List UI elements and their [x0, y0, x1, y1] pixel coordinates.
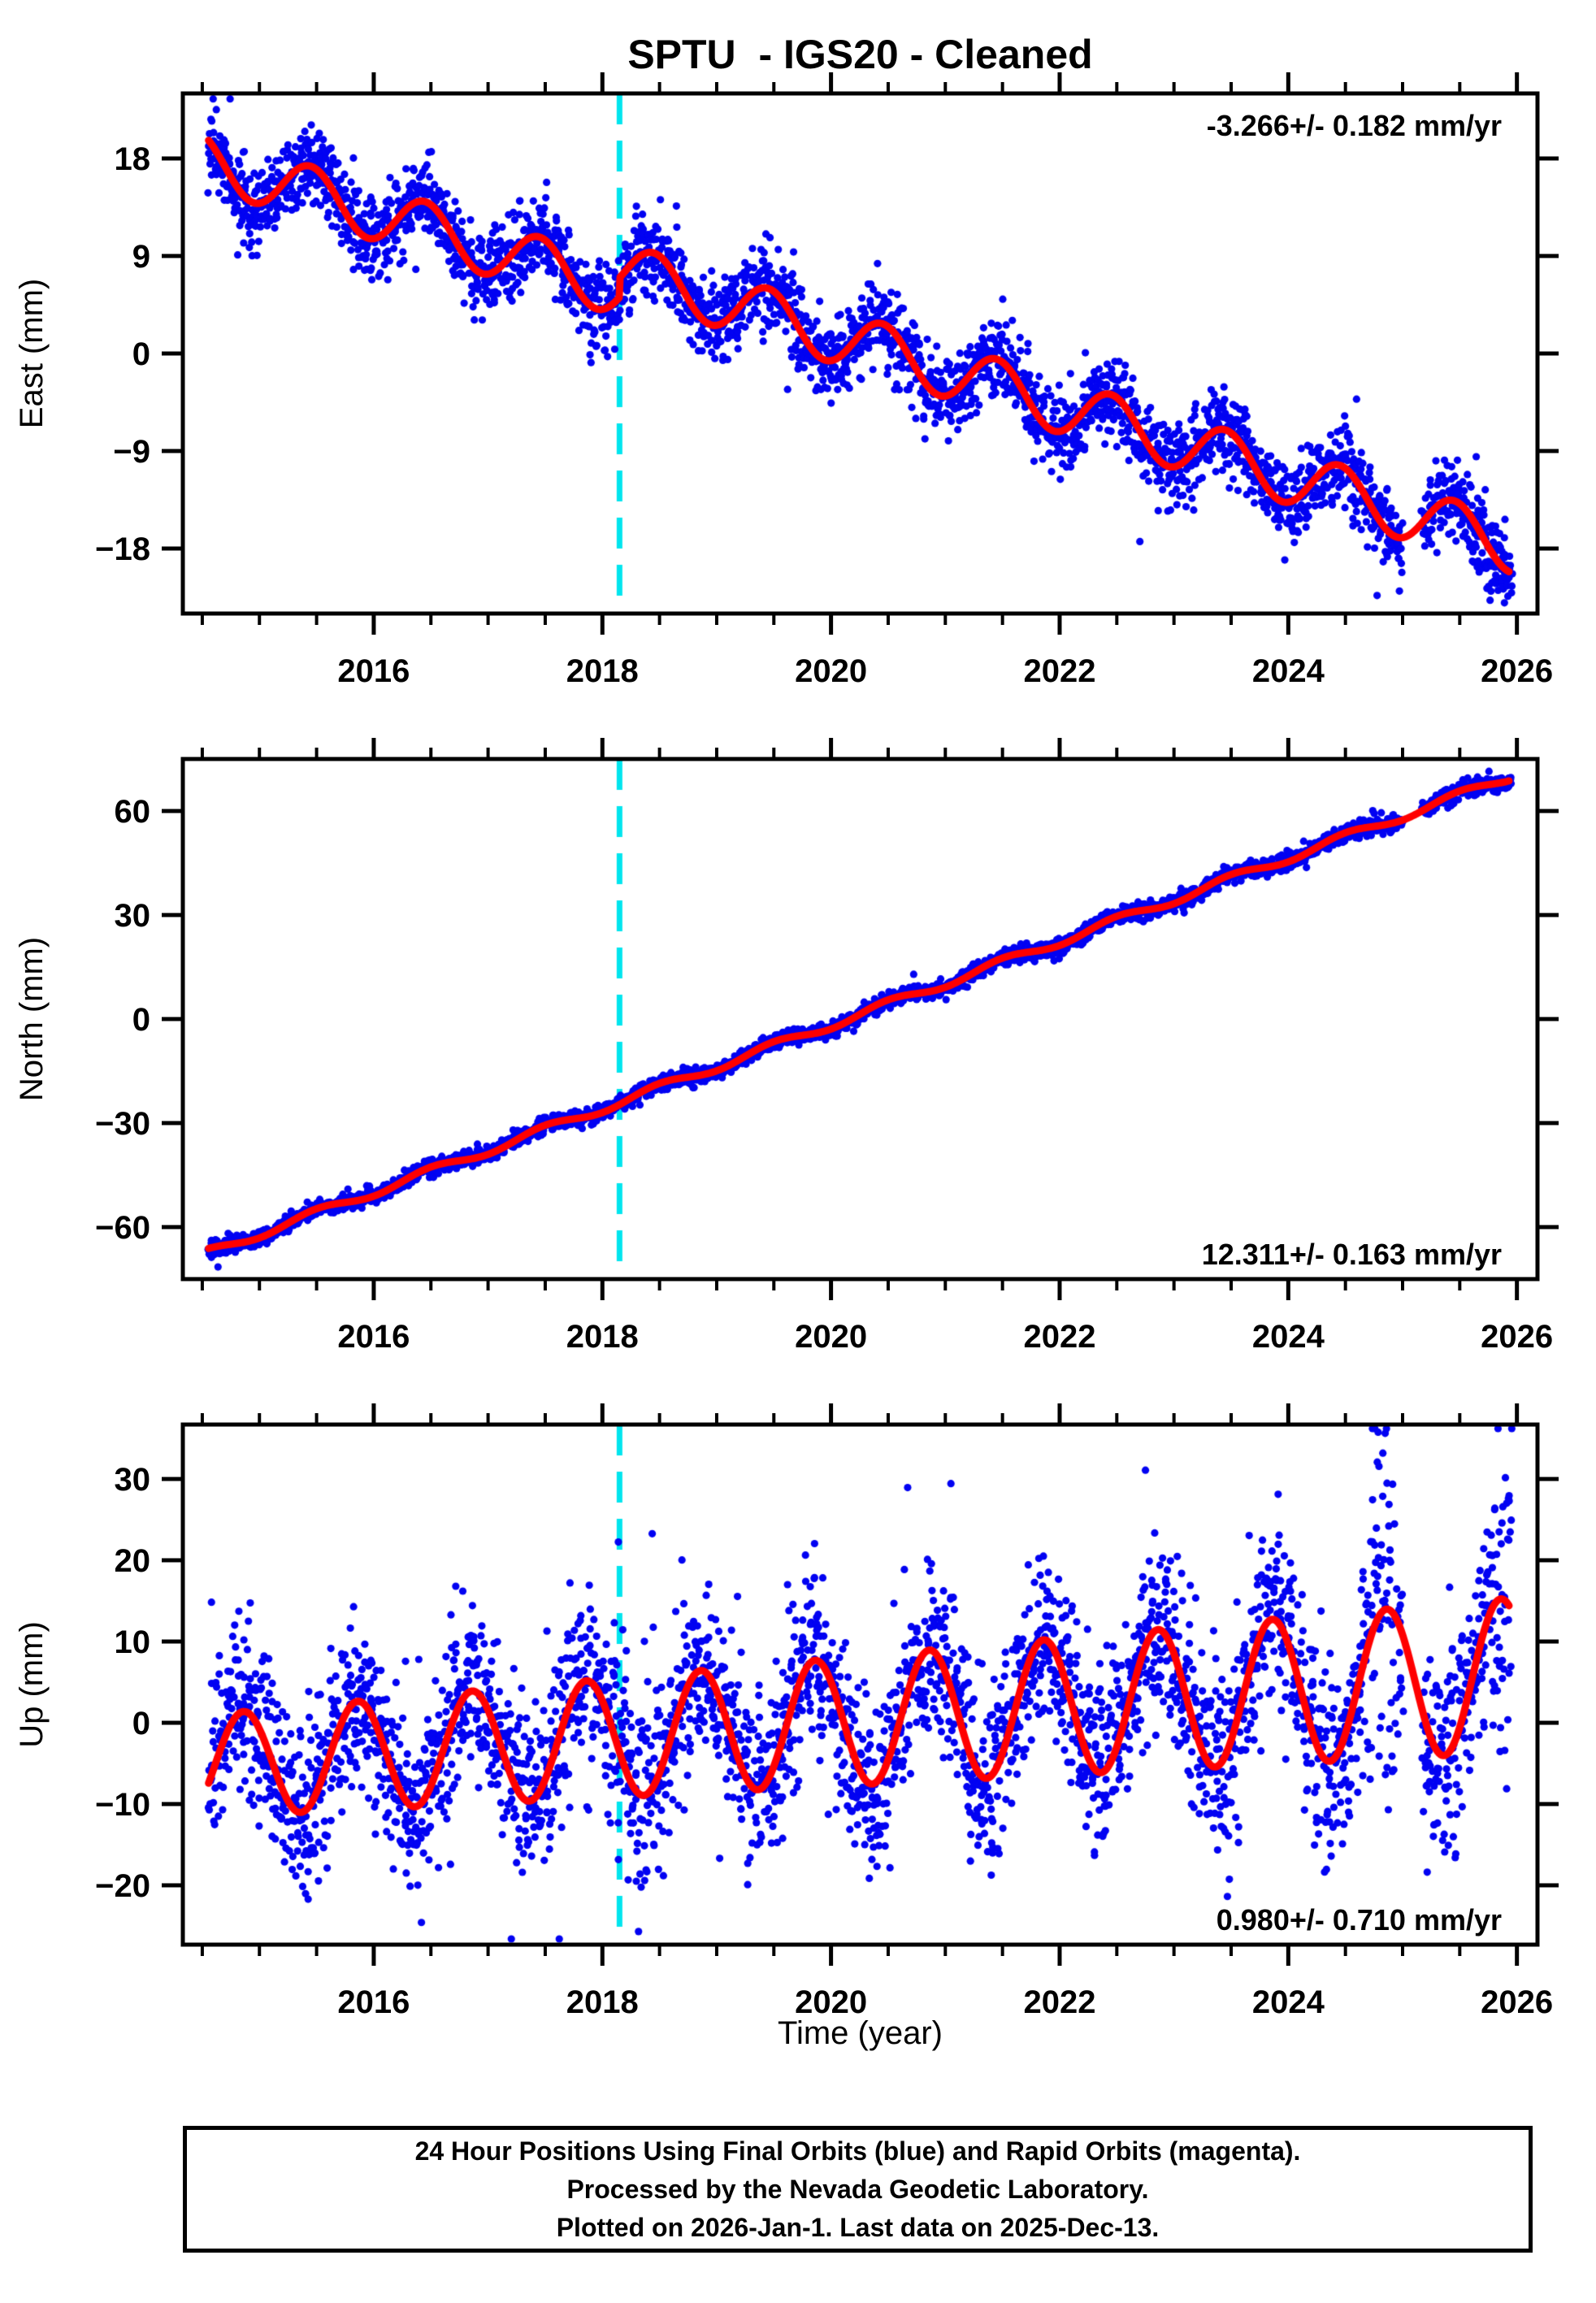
east-xtick-label: 2026 [1481, 653, 1553, 689]
up-axis-ticks [162, 1403, 1559, 1966]
east-ytick-label: 9 [132, 239, 150, 275]
north-xtick-label: 2018 [566, 1319, 639, 1355]
east-xtick-label: 2024 [1252, 653, 1325, 689]
east-xtick-label: 2022 [1023, 653, 1095, 689]
east-ytick-label: 0 [132, 336, 150, 372]
up-ytick-label: −10 [95, 1787, 150, 1823]
east-plot-frame [180, 91, 1540, 616]
up-axis-title: Up (mm) [14, 1621, 50, 1748]
footer-line-processed-by: Processed by the Nevada Geodetic Laborat… [566, 2174, 1149, 2204]
east-axis-ticks [162, 72, 1559, 635]
footer-line-orbits: 24 Hour Positions Using Final Orbits (bl… [414, 2136, 1301, 2166]
north-ytick-label: −30 [95, 1106, 150, 1142]
north-ytick-label: −60 [95, 1210, 150, 1246]
up-rate-annotation: 0.980+/- 0.710 mm/yr [1217, 1903, 1502, 1937]
up-xtick-label: 2022 [1023, 1984, 1095, 2020]
up-xtick-label: 2020 [795, 1984, 867, 2020]
north-xtick-label: 2022 [1023, 1319, 1095, 1355]
x-axis-label: Time (year) [778, 2015, 943, 2051]
north-xtick-label: 2026 [1481, 1319, 1553, 1355]
footer-line-plotted-on: Plotted on 2026-Jan-1. Last data on 2025… [556, 2212, 1160, 2242]
north-ytick-label: 30 [115, 898, 151, 934]
north-xtick-label: 2016 [337, 1319, 410, 1355]
up-xtick-label: 2024 [1252, 1984, 1325, 2020]
north-ytick-label: 0 [132, 1002, 150, 1038]
east-xtick-label: 2018 [566, 653, 639, 689]
east-ytick-label: −18 [95, 531, 150, 567]
north-plot-frame [180, 757, 1540, 1282]
east-xtick-label: 2020 [795, 653, 867, 689]
up-xtick-label: 2018 [566, 1984, 639, 2020]
up-ytick-label: −20 [95, 1868, 150, 1904]
east-rate-annotation: -3.266+/- 0.182 mm/yr [1207, 109, 1502, 142]
north-axis-title: North (mm) [14, 937, 50, 1101]
north-xtick-label: 2024 [1252, 1319, 1325, 1355]
north-axis-ticks [162, 738, 1559, 1300]
up-ytick-label: 0 [132, 1706, 150, 1741]
up-plot-frame [180, 1422, 1540, 1947]
up-ytick-label: 30 [115, 1462, 151, 1498]
footer-note-box: 24 Hour Positions Using Final Orbits (bl… [183, 2126, 1533, 2253]
east-xtick-label: 2016 [337, 653, 410, 689]
east-ytick-label: −9 [113, 434, 150, 470]
east-axis-title: East (mm) [14, 279, 50, 428]
up-ytick-label: 10 [115, 1624, 151, 1660]
north-rate-annotation: 12.311+/- 0.163 mm/yr [1202, 1238, 1502, 1271]
up-xtick-label: 2016 [337, 1984, 410, 2020]
up-xtick-label: 2026 [1481, 1984, 1553, 2020]
east-ytick-label: 18 [115, 141, 151, 177]
north-ytick-label: 60 [115, 794, 151, 830]
up-ytick-label: 20 [115, 1543, 151, 1579]
north-xtick-label: 2020 [795, 1319, 867, 1355]
